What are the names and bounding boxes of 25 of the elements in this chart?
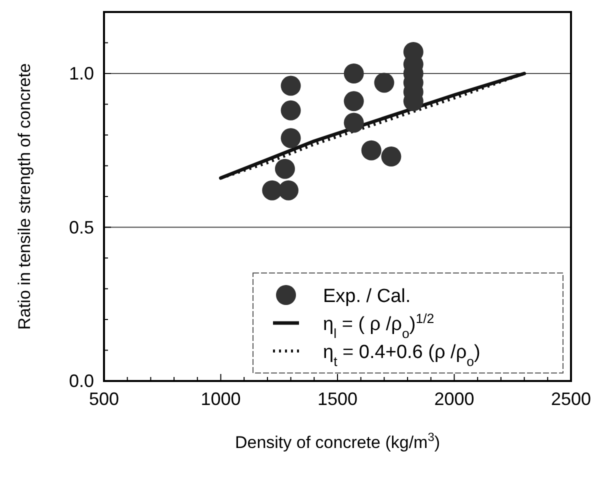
point xyxy=(274,158,295,179)
point xyxy=(280,76,301,96)
point xyxy=(280,128,301,148)
point xyxy=(381,146,402,167)
point xyxy=(280,100,301,120)
point xyxy=(344,112,364,133)
x-axis-title: Density of concrete (kg/m$^{3}$) xyxy=(234,430,440,452)
y-axis-title: Ratio in tensile strength of concrete xyxy=(15,63,34,330)
y-tick-label: 0.0 xyxy=(68,371,94,391)
point xyxy=(262,180,282,200)
legend-label: Exp. / Cal. xyxy=(323,286,411,307)
legend-label: η$_{t}$ = 0.4+0.6 (ρ /ρ$_{o}$) xyxy=(323,342,480,368)
point xyxy=(344,64,364,84)
legend-label: η$_{l}$ = ( ρ /ρ$_{o}$)$^{1/2}$ xyxy=(323,310,434,340)
point xyxy=(278,180,298,200)
x-tick-label: 1000 xyxy=(200,389,241,409)
y-tick-label: 1.0 xyxy=(68,64,94,84)
x-tick-label: 2000 xyxy=(434,389,474,409)
point xyxy=(344,91,364,112)
x-tick-label: 2500 xyxy=(550,389,592,409)
point xyxy=(374,72,394,93)
x-tick-label: 1500 xyxy=(317,389,358,409)
point xyxy=(361,140,382,160)
y-tick-label: 0.5 xyxy=(68,217,94,238)
x-tick-label: 500 xyxy=(88,389,120,409)
